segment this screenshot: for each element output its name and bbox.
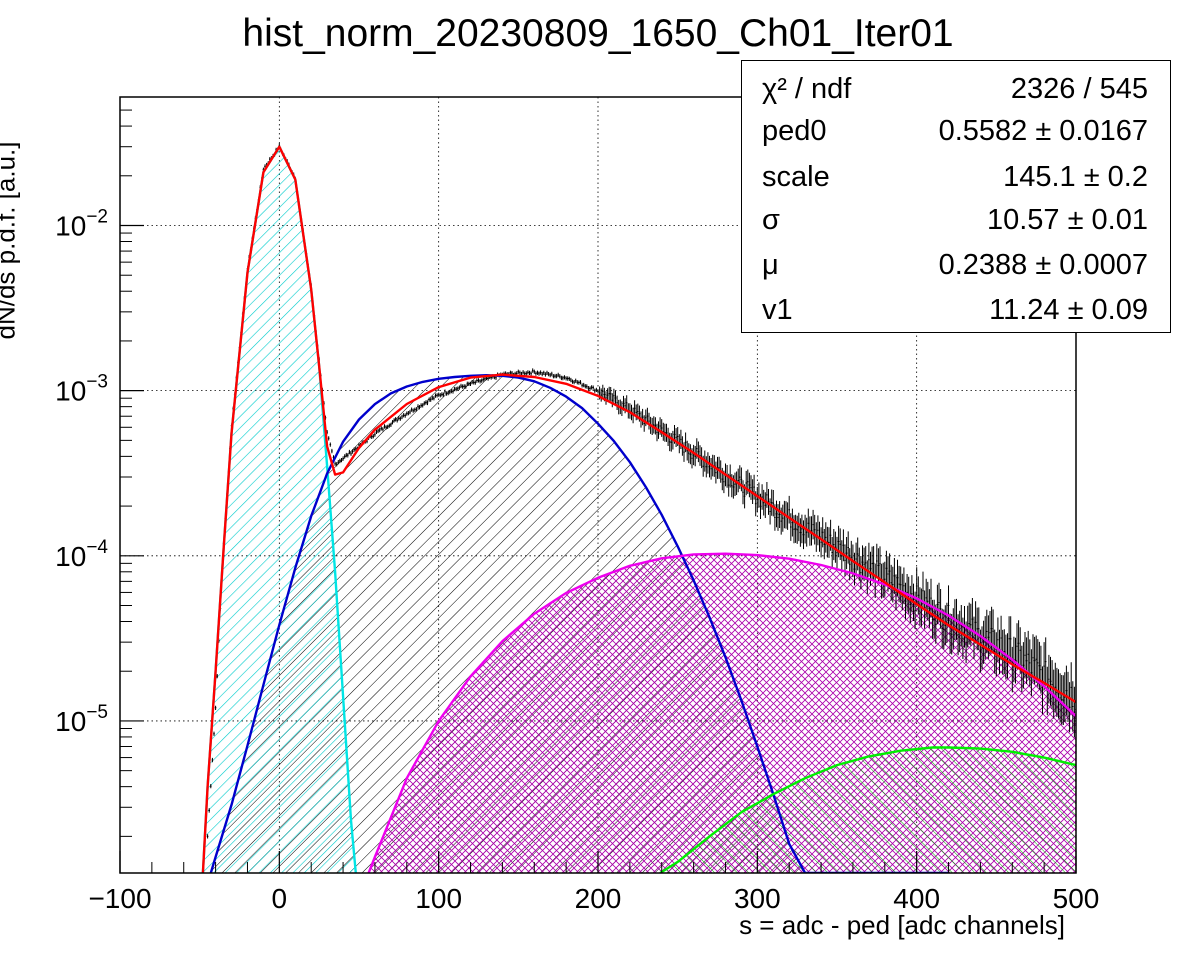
- x-tick-label: 200: [575, 883, 622, 914]
- stat-value: 11.24 ± 0.09: [989, 294, 1148, 327]
- x-tick-label: 0: [272, 883, 288, 914]
- stat-value: 0.2388 ± 0.0007: [939, 249, 1148, 282]
- stats-row: v1 11.24 ± 0.09: [742, 294, 1170, 339]
- x-tick-label: 100: [415, 883, 462, 914]
- stat-name: σ: [762, 204, 780, 237]
- stats-row: σ 10.57 ± 0.01: [742, 204, 1170, 249]
- stat-name: scale: [762, 161, 830, 194]
- y-tick-label: 10−3: [55, 372, 108, 407]
- y-tick-label: 10−4: [55, 537, 108, 572]
- chart-title: hist_norm_20230809_1650_Ch01_Iter01: [0, 12, 1196, 56]
- stats-box: χ² / ndf 2326 / 545 ped0 0.5582 ± 0.0167…: [741, 60, 1171, 333]
- stat-name: ped0: [762, 115, 827, 148]
- y-tick-label: 10−2: [55, 207, 108, 242]
- stat-value: 10.57 ± 0.01: [987, 204, 1148, 237]
- stat-value: 145.1 ± 0.2: [1003, 161, 1148, 194]
- stats-row: scale 145.1 ± 0.2: [742, 161, 1170, 206]
- stat-value: 2326 / 545: [1011, 73, 1148, 106]
- y-axis-label: dN/ds p.d.f. [a.u.]: [0, 142, 22, 340]
- stats-row: χ² / ndf 2326 / 545: [742, 73, 1170, 118]
- x-tick-label: −100: [88, 883, 151, 914]
- stat-name: v1: [762, 294, 793, 327]
- stats-row: ped0 0.5582 ± 0.0167: [742, 115, 1170, 160]
- stat-name: χ² / ndf: [762, 73, 851, 106]
- stat-value: 0.5582 ± 0.0167: [939, 115, 1148, 148]
- stats-row: μ 0.2388 ± 0.0007: [742, 249, 1170, 294]
- stat-name: μ: [762, 249, 779, 282]
- y-tick-label: 10−5: [55, 702, 108, 737]
- x-axis-label: s = adc - ped [adc channels]: [739, 910, 1065, 941]
